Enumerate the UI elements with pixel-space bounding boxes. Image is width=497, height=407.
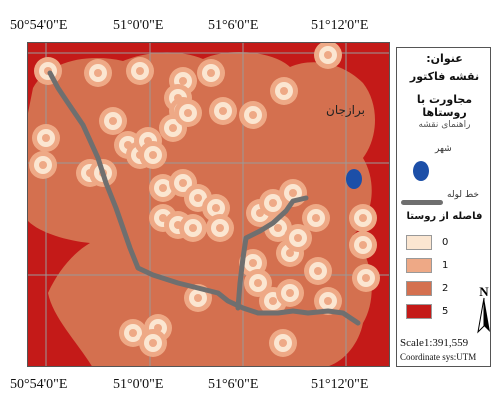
north-label: N xyxy=(479,284,489,299)
village-buffer-ring xyxy=(159,184,167,192)
legend-pipeline-symbol xyxy=(401,200,443,205)
village-buffer-ring xyxy=(359,241,367,249)
coordinate-system-text: Coordinate sys:UTM xyxy=(400,352,477,362)
village-buffer-ring xyxy=(362,274,370,282)
village-buffer-ring xyxy=(94,69,102,77)
village-buffer-ring xyxy=(129,329,137,337)
north-arrow-icon: N xyxy=(477,284,490,334)
legend-title-line2: نقشه فاکتور xyxy=(409,70,480,83)
city-name-label: برازجان xyxy=(326,103,365,117)
legend-class-swatch xyxy=(406,235,432,250)
village-buffer-ring xyxy=(279,339,287,347)
legend-class-label: 2 xyxy=(442,283,449,294)
top-coordinate-label: 50°54'0"E xyxy=(10,18,68,33)
pipeline-branch xyxy=(235,195,309,311)
legend-class-swatch xyxy=(406,304,432,319)
legend-guide: راهنمای نقشه xyxy=(418,120,471,130)
village-buffer-ring xyxy=(254,279,262,287)
village-buffer-ring xyxy=(286,289,294,297)
village-buffer-ring xyxy=(216,224,224,232)
village-buffer-ring xyxy=(179,179,187,187)
village-buffer-ring xyxy=(249,259,257,267)
village-buffer-ring xyxy=(312,214,320,222)
village-buffer-ring xyxy=(42,134,50,142)
city-marker[interactable] xyxy=(346,169,362,189)
village-buffer-ring xyxy=(314,267,322,275)
village-buffer-ring xyxy=(184,109,192,117)
village-buffer-ring xyxy=(286,249,294,257)
legend-pipeline-label: خط لوله xyxy=(447,190,479,200)
bottom-coordinate-label: 51°6'0"E xyxy=(208,377,259,392)
village-buffer-ring xyxy=(359,214,367,222)
village-buffer-ring xyxy=(289,189,297,197)
legend-city-symbol xyxy=(413,161,429,181)
village-buffer-ring xyxy=(136,67,144,75)
legend-class-swatch xyxy=(406,258,432,273)
village-buffer-ring xyxy=(269,297,277,305)
scale-text: Scale1:391,559 xyxy=(400,337,469,349)
village-buffer-ring xyxy=(189,224,197,232)
village-buffer-ring xyxy=(207,69,215,77)
village-buffer-ring xyxy=(269,199,277,207)
legend-distance-title: فاصله از روستا xyxy=(406,211,483,222)
proximity-map xyxy=(28,43,389,366)
legend-title-line1: عنوان: xyxy=(426,52,463,65)
village-buffer-ring xyxy=(39,161,47,169)
village-buffer-ring xyxy=(169,124,177,132)
legend-city-label: شهر xyxy=(435,144,452,154)
legend-class-swatch xyxy=(406,281,432,296)
village-buffer-ring xyxy=(194,294,202,302)
village-buffer-ring xyxy=(294,234,302,242)
top-coordinate-label: 51°6'0"E xyxy=(208,18,259,33)
village-buffer-ring xyxy=(109,117,117,125)
legend-class-label: 5 xyxy=(442,306,449,317)
bottom-coordinate-label: 51°0'0"E xyxy=(113,377,164,392)
top-coordinate-label: 51°0'0"E xyxy=(113,18,164,33)
village-buffer-ring xyxy=(219,107,227,115)
pipeline-line xyxy=(47,70,361,326)
village-buffer-ring xyxy=(194,194,202,202)
legend-title-line3: مجاورت با روستاها xyxy=(416,93,473,119)
map-frame xyxy=(27,42,390,367)
village-buffer-ring xyxy=(324,297,332,305)
village-buffers xyxy=(29,43,380,357)
village-buffer-ring xyxy=(324,51,332,59)
village-buffer-ring xyxy=(149,151,157,159)
village-buffer-ring xyxy=(249,111,257,119)
village-buffer-ring xyxy=(179,77,187,85)
village-buffer-ring xyxy=(212,204,220,212)
legend-class-label: 0 xyxy=(442,237,449,248)
village-buffer-ring xyxy=(149,339,157,347)
bottom-coordinate-label: 51°12'0"E xyxy=(311,377,369,392)
top-coordinate-label: 51°12'0"E xyxy=(311,18,369,33)
village-buffer-ring xyxy=(274,224,282,232)
bottom-coordinate-label: 50°54'0"E xyxy=(10,377,68,392)
village-buffer-ring xyxy=(280,87,288,95)
legend-class-label: 1 xyxy=(442,260,449,271)
map-legend: عنوان: نقشه فاکتور مجاورت با روستاها راه… xyxy=(396,47,491,367)
